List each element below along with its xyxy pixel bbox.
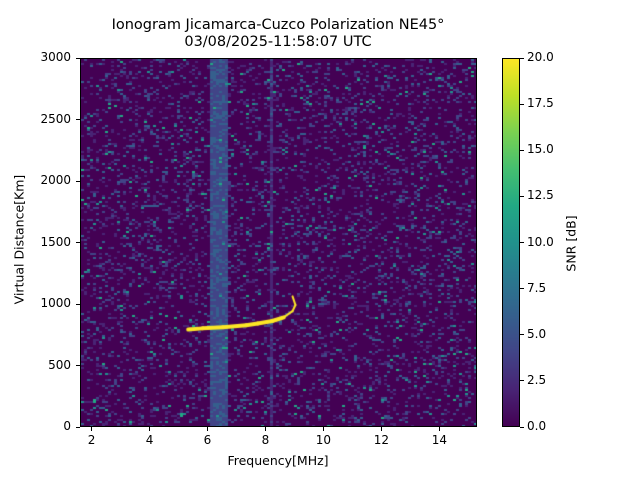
colorbar-tick-label: 12.5 xyxy=(527,188,554,203)
ionogram-heatmap xyxy=(81,59,476,426)
colorbar xyxy=(502,58,520,427)
x-tick-label: 10 xyxy=(315,433,332,447)
colorbar-tick-label: 5.0 xyxy=(527,326,547,341)
colorbar-tick-label: 15.0 xyxy=(527,142,554,157)
y-tick-mark xyxy=(76,57,80,59)
y-axis-title: Virtual Distance[Km] xyxy=(11,174,27,305)
y-tick-label: 1000 xyxy=(40,296,71,310)
y-tick-mark xyxy=(76,426,80,428)
x-tick-label: 8 xyxy=(261,433,270,447)
colorbar-tick-mark xyxy=(520,149,524,151)
chart-title-line1: Ionogram Jicamarca-Cuzco Polarization NE… xyxy=(111,17,445,33)
x-tick-label: 4 xyxy=(145,433,154,447)
x-axis-title: Frequency[MHz] xyxy=(227,453,329,468)
colorbar-title: SNR [dB] xyxy=(563,215,579,272)
x-tick-mark xyxy=(380,427,382,431)
x-tick-mark xyxy=(438,427,440,431)
colorbar-tick-label: 7.5 xyxy=(527,280,547,295)
colorbar-tick-mark xyxy=(520,426,524,428)
x-tick-label: 12 xyxy=(373,433,389,447)
colorbar-tick-mark xyxy=(520,288,524,290)
y-tick-label: 2500 xyxy=(40,111,71,126)
colorbar-tick-mark xyxy=(520,242,524,243)
x-tick-label: 14 xyxy=(431,433,447,447)
colorbar-tick-mark xyxy=(520,103,524,105)
y-tick-mark xyxy=(76,303,80,305)
y-tick-label: 0 xyxy=(63,419,71,433)
y-tick-mark xyxy=(76,180,80,182)
x-tick-mark xyxy=(264,427,266,431)
colorbar-tick-label: 0.0 xyxy=(527,419,547,433)
y-tick-label: 2000 xyxy=(40,173,71,187)
y-tick-label: 1500 xyxy=(40,234,71,249)
y-tick-label: 3000 xyxy=(40,50,71,64)
x-tick-mark xyxy=(322,427,324,431)
colorbar-tick-label: 10.0 xyxy=(527,234,554,249)
x-tick-label: 2 xyxy=(87,433,96,447)
x-tick-mark xyxy=(149,427,151,431)
chart-title-line2: 03/08/2025-11:58:07 UTC xyxy=(184,34,372,50)
x-tick-mark xyxy=(91,427,93,431)
colorbar-tick-mark xyxy=(520,380,524,382)
y-tick-label: 500 xyxy=(48,357,71,372)
ionogram-plot-area xyxy=(80,58,477,427)
x-tick-label: 6 xyxy=(203,433,212,447)
colorbar-tick-label: 2.5 xyxy=(527,372,547,387)
y-tick-mark xyxy=(76,119,80,120)
colorbar-tick-mark xyxy=(520,195,524,197)
colorbar-tick-mark xyxy=(520,334,524,336)
colorbar-tick-mark xyxy=(520,57,524,59)
colorbar-tick-label: 17.5 xyxy=(527,96,554,111)
x-tick-mark xyxy=(207,427,208,431)
y-tick-mark xyxy=(76,365,80,366)
y-tick-mark xyxy=(76,242,80,243)
colorbar-tick-label: 20.0 xyxy=(527,50,554,64)
